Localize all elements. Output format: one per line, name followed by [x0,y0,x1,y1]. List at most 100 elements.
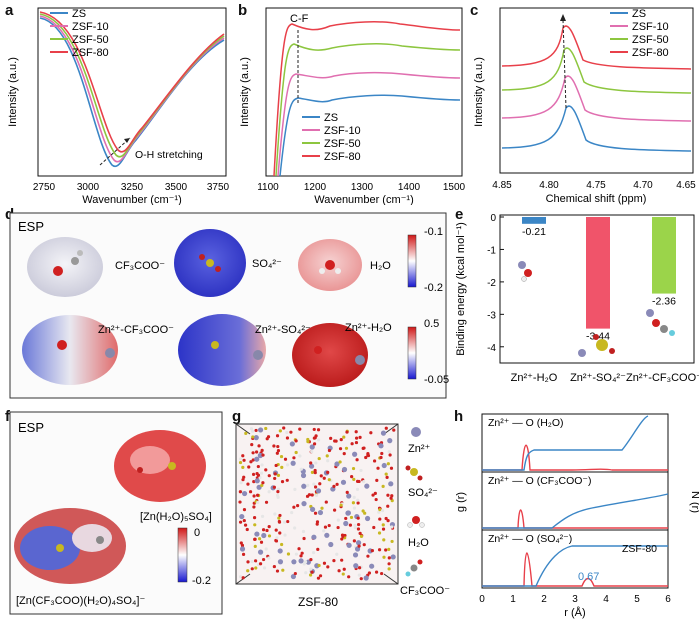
md-atom [239,546,246,552]
md-atom [342,435,346,439]
md-atom [388,481,394,487]
md-atom [255,493,260,497]
label-zn-h2o: Zn²⁺-H₂O [345,322,392,334]
md-atom [362,543,366,547]
md-atom [317,456,321,461]
legend-zs: ZS [324,112,338,124]
panel-c-label: c [470,2,479,19]
md-atom [332,508,337,512]
md-atom [334,461,340,467]
md-atom [378,517,382,521]
md-atom [275,536,279,540]
md-atom [312,436,316,440]
md-atom [363,575,369,581]
md-atom [308,573,313,577]
md-atom [310,450,314,454]
md-atom [363,511,367,515]
tick: 4.65 [676,180,696,191]
legend-zsf50: ZSF-50 [324,138,361,150]
md-atom [322,476,326,480]
md-atom [357,573,361,577]
md-atom [248,490,253,494]
md-atom [358,435,362,439]
tick: 4.80 [539,180,559,191]
scale-min: -0.2 [192,575,211,587]
md-atom [254,566,258,570]
md-atom [332,559,336,563]
md-atom [348,523,353,527]
md-atom [390,499,394,503]
tick: 6 [665,594,671,605]
label-zn-so4: Zn²⁺-SO₄²⁻ [255,324,311,336]
md-atom [377,548,382,552]
md-atom [267,525,271,529]
md-atom [252,505,256,509]
md-atom [326,565,330,569]
series-zsf50 [275,43,461,177]
md-atom [242,507,247,512]
md-atom [369,431,373,435]
md-atom [249,460,253,464]
tick: 5 [634,594,640,605]
md-atom [345,510,351,516]
md-atom [327,478,331,482]
x-axis-label: Wavenumber (cm⁻¹) [314,194,414,205]
md-atom [318,482,322,486]
md-atom [264,426,268,431]
md-atom [276,449,281,453]
scale-top-max: -0.1 [424,226,443,238]
md-atom [246,560,250,564]
md-atom [374,497,378,502]
category-label: Zn²⁺-H₂O [511,372,558,384]
md-caption: ZSF-80 [298,595,338,609]
md-atom [313,471,317,475]
md-atom [353,525,357,530]
tick: 3 [572,594,578,605]
md-atom [346,542,352,548]
md-atom [286,552,291,556]
panel-e-chart: -0.21-3.44-2.36 0-1-2-3-4 Binding energy… [455,213,699,384]
series-zs [279,94,461,177]
rdf-row-cf3coo-label: Zn²⁺ — O (CF₃COO⁻) [488,475,591,487]
md-atom [251,451,255,455]
md-atom [259,540,264,544]
md-atom [241,478,245,482]
md-atom [309,506,316,513]
legend-zsf80: ZSF-80 [632,47,669,59]
md-atom [384,516,388,521]
md-atom [281,568,285,572]
md-atom [257,427,264,433]
series-zsf80 [273,21,461,177]
panel-h-rdf: Zn²⁺ — O (H₂O) Zn²⁺ — O (CF₃COO⁻) Zn²⁺ —… [455,413,699,619]
md-atom [243,523,248,527]
md-atom [285,478,289,482]
series-zsf10 [277,71,461,177]
md-atom [274,463,278,468]
legend: ZS ZSF-10 ZSF-50 ZSF-80 [610,8,669,59]
value-label-0: -0.21 [522,226,546,238]
md-atom [316,576,321,580]
md-atom [342,452,346,456]
md-atom [335,552,339,556]
md-atom [311,534,317,540]
md-atom [370,549,375,553]
md-atom [298,558,304,564]
md-atom [346,493,352,499]
md-atom [275,434,280,438]
md-atom [267,534,272,538]
md-atom [336,518,340,522]
md-atom [292,505,296,509]
md-atom [276,444,280,449]
legend-zsf50: ZSF-50 [632,34,669,46]
md-atom [306,437,310,442]
md-atom [354,436,359,440]
md-atom [359,468,363,473]
md-atom [300,472,307,479]
md-atom [335,482,339,486]
md-atom [337,569,341,573]
md-atom [351,501,356,505]
md-atom [367,571,372,575]
esp-title: ESP [18,219,44,234]
md-atom [241,454,245,458]
md-atom [238,457,243,461]
